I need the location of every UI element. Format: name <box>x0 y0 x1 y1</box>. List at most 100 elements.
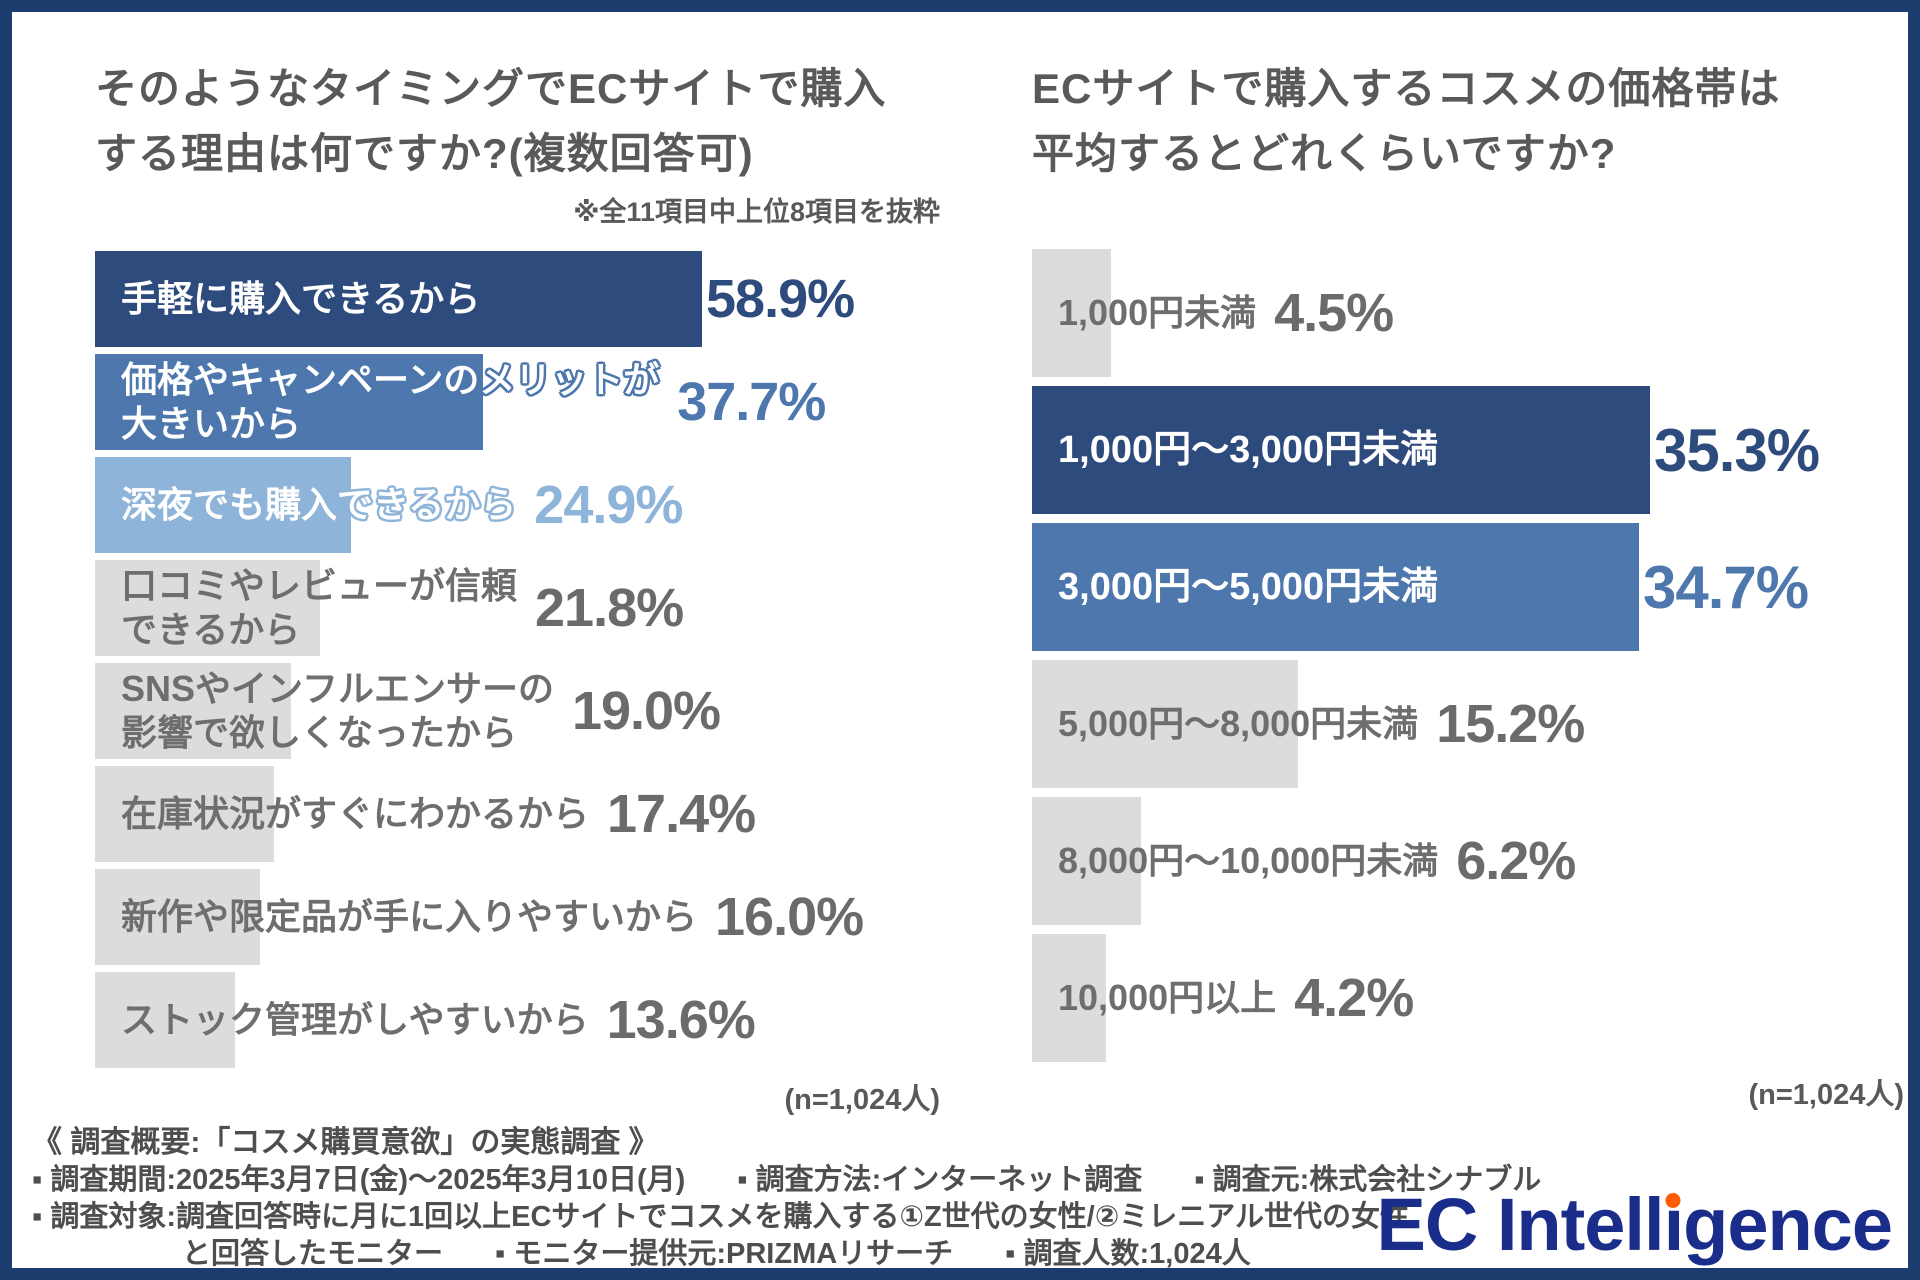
bar-label: 口コミやレビューが信頼 できるから <box>121 565 518 650</box>
bar-value: 19.0% <box>571 681 721 741</box>
bar-row: 10,000円以上 4.2% <box>1032 934 1904 1062</box>
bar-value: 35.3% <box>1654 416 1820 484</box>
bar-label: 1,000円〜3,000円未満 <box>1058 428 1439 471</box>
bar-content: 深夜でも購入できるから 24.9% <box>95 474 940 536</box>
ec-intelligence-logo: EC Intellı gence <box>1376 1182 1893 1267</box>
bar <box>95 354 483 450</box>
logo-orange-dot-icon <box>1665 1193 1681 1208</box>
bar <box>95 560 320 656</box>
bar <box>1032 660 1298 788</box>
respondent-count: ▪ 調査人数:1,024人 <box>1005 1238 1251 1270</box>
bar-content: 10,000円以上 4.2% <box>1032 967 1904 1029</box>
bar-label: ストック管理がしやすいから <box>121 999 589 1041</box>
survey-period: ▪ 調査期間:2025年3月7日(金)〜2025年3月10日(月) <box>32 1164 686 1196</box>
bar-row: 1,000円〜3,000円未満 35.3% <box>1032 386 1904 514</box>
bar-row: 5,000円〜8,000円未満 15.2% <box>1032 660 1904 788</box>
chart-price-range: ECサイトで購入するコスメの価格帯は 平均するとどれくらいですか? 1,000円未… <box>1032 56 1904 1118</box>
bar-label: 8,000円〜10,000円未満 <box>1058 840 1439 882</box>
bar-row: 3,000円〜5,000円未満 34.7% <box>1032 523 1904 651</box>
bar <box>95 457 351 553</box>
title-line-1: そのようなタイミングでECサイトで購入 <box>95 65 887 112</box>
survey-overview-heading: 《 調査概要:「コスメ購買意欲」の実態調査 》 <box>32 1126 659 1159</box>
bar-value: 6.2% <box>1456 831 1576 891</box>
bar <box>1032 523 1639 651</box>
bar <box>95 766 274 862</box>
chart-title-right: ECサイトで購入するコスメの価格帯は 平均するとどれくらいですか? <box>1032 56 1904 186</box>
bars-left: 手軽に購入できるから 58.9% 価格やキャンペーンのメリットが 大きいから 37.7… <box>95 251 940 1068</box>
bar-content: 在庫状況がすぐにわかるから 17.4% <box>95 783 940 845</box>
title-line-2: する理由は何ですか?(複数回答可) <box>95 130 754 177</box>
bar-row: 深夜でも購入できるから 24.9% <box>95 457 940 553</box>
bar-content: 3,000円〜5,000円未満 34.7% <box>1032 553 1904 622</box>
charts-area: そのようなタイミングでECサイトで購入 する理由は何ですか?(複数回答可) ※全1… <box>12 12 1908 1118</box>
bar-content: 価格やキャンペーンのメリットが 大きいから 37.7% <box>95 358 940 446</box>
bar-label: 在庫状況がすぐにわかるから <box>121 793 590 835</box>
bar-label: 5,000円〜8,000円未満 <box>1058 703 1419 745</box>
chart-title-left: そのようなタイミングでECサイトで購入 する理由は何ですか?(複数回答可) <box>95 56 940 186</box>
bar-label: SNSやインフルエンサーの 影響で欲しくなったから <box>121 668 554 753</box>
bar-label: 深夜でも購入できるから <box>121 484 517 526</box>
bar-value: 4.2% <box>1294 968 1414 1028</box>
bar-content: 口コミやレビューが信頼 できるから 21.8% <box>95 564 940 652</box>
bar-content: 8,000円〜10,000円未満 6.2% <box>1032 830 1904 892</box>
bar-value: 24.9% <box>534 475 683 535</box>
logo-dotted-i: ı <box>1663 1183 1685 1266</box>
bar-content: 1,000円〜3,000円未満 35.3% <box>1032 416 1904 485</box>
bar <box>1032 797 1141 925</box>
sample-size-right: (n=1,024人) <box>1748 1079 1904 1111</box>
bar-label: 1,000円未満 <box>1058 292 1257 334</box>
bar <box>95 663 291 759</box>
bar-content: SNSやインフルエンサーの 影響で欲しくなったから 19.0% <box>95 667 940 755</box>
bar-row: SNSやインフルエンサーの 影響で欲しくなったから 19.0% <box>95 663 940 759</box>
survey-line-3: と回答したモニター ▪ モニター提供元:PRIZMAリサーチ ▪ 調査人数:1,… <box>32 1236 1908 1273</box>
bar-value: 21.8% <box>535 578 684 638</box>
bars-right: 1,000円未満 4.5% 1,000円〜3,000円未満 35.3% 3,000円〜5… <box>1032 249 1904 1062</box>
bar-label: 新作や限定品が手に入りやすいから <box>121 896 698 938</box>
survey-line-1: ▪ 調査期間:2025年3月7日(金)〜2025年3月10日(月) ▪ 調査方法… <box>32 1162 1908 1199</box>
bar-label: 価格やキャンペーンのメリットが 大きいから <box>121 359 660 444</box>
sample-size-left: (n=1,024人) <box>784 1084 940 1116</box>
bar <box>95 972 235 1068</box>
bar-row: ストック管理がしやすいから 13.6% <box>95 972 940 1068</box>
chart-note: ※全11項目中上位8項目を抜粋 <box>573 197 940 227</box>
bar-label: 10,000円以上 <box>1058 977 1277 1019</box>
bar <box>1032 934 1106 1062</box>
bar-value: 13.6% <box>606 990 756 1050</box>
bar-value: 37.7% <box>677 372 826 432</box>
bar-label: 3,000円〜5,000円未満 <box>1058 565 1439 608</box>
title-line-1: ECサイトで購入するコスメの価格帯は <box>1032 65 1781 112</box>
bar-row: 価格やキャンペーンのメリットが 大きいから 37.7% <box>95 354 940 450</box>
bar-row: 口コミやレビューが信頼 できるから 21.8% <box>95 560 940 656</box>
bar-value: 34.7% <box>1643 553 1809 621</box>
survey-target-cont: と回答したモニター <box>182 1238 444 1270</box>
bar-row: 8,000円〜10,000円未満 6.2% <box>1032 797 1904 925</box>
bar-row: 手軽に購入できるから 58.9% <box>95 251 940 347</box>
bar-content: 新作や限定品が手に入りやすいから 16.0% <box>95 886 940 948</box>
bar <box>1032 249 1111 377</box>
survey-overview-footer: 《 調査概要:「コスメ購買意欲」の実態調査 》 ▪ 調査期間:2025年3月7日… <box>12 1124 1908 1273</box>
survey-target: ▪ 調査対象:調査回答時に月に1回以上ECサイトでコスメを購入する①Z世代の女性… <box>32 1201 1409 1233</box>
bar-label: 手軽に購入できるから <box>121 278 481 320</box>
survey-method: ▪ 調査方法:インターネット調査 <box>737 1164 1143 1196</box>
bar-row: 新作や限定品が手に入りやすいから 16.0% <box>95 869 940 965</box>
bar-value: 4.5% <box>1274 283 1394 343</box>
bar-row: 在庫状況がすぐにわかるから 17.4% <box>95 766 940 862</box>
bar-content: 5,000円〜8,000円未満 15.2% <box>1032 693 1904 755</box>
bar-value: 17.4% <box>607 784 756 844</box>
bar <box>1032 386 1650 514</box>
title-line-2: 平均するとどれくらいですか? <box>1032 130 1617 177</box>
chart-purchase-reasons: そのようなタイミングでECサイトで購入 する理由は何ですか?(複数回答可) ※全1… <box>95 56 940 1118</box>
bar-content: 手軽に購入できるから 58.9% <box>95 268 940 330</box>
monitor-provider: ▪ モニター提供元:PRIZMAリサーチ <box>495 1238 954 1270</box>
survey-source: ▪ 調査元:株式会社シナブル <box>1194 1164 1542 1196</box>
bar <box>95 251 702 347</box>
bar-value: 58.9% <box>706 269 855 329</box>
bar-content: ストック管理がしやすいから 13.6% <box>95 989 940 1051</box>
bar-row: 1,000円未満 4.5% <box>1032 249 1904 377</box>
bar-value: 16.0% <box>715 887 864 947</box>
survey-line-2: ▪ 調査対象:調査回答時に月に1回以上ECサイトでコスメを購入する①Z世代の女性… <box>32 1199 1908 1236</box>
bar <box>95 869 260 965</box>
logo-text-prefix: EC Intell <box>1376 1183 1665 1266</box>
bar-content: 1,000円未満 4.5% <box>1032 282 1904 344</box>
